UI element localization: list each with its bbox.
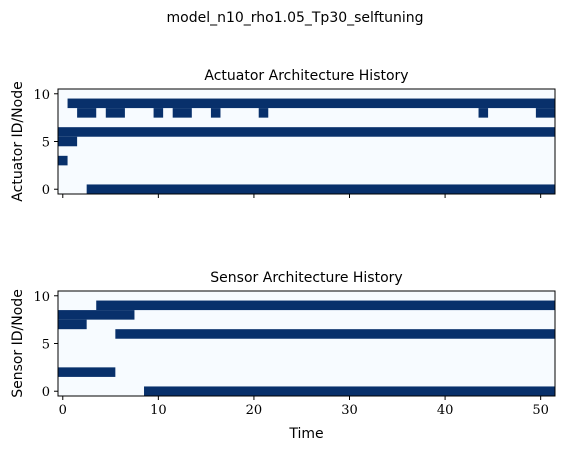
sensor-active-cell <box>96 300 555 311</box>
actuator-active-cell <box>153 108 164 118</box>
actuator-active-cell <box>67 98 556 109</box>
sensor-x-tick-label: 0 <box>59 403 67 418</box>
actuator-active-cell <box>258 108 269 118</box>
sensor-active-cell <box>115 329 555 339</box>
actuator-active-cell <box>58 127 555 137</box>
actuator-active-cell <box>478 108 489 118</box>
sensor-x-tick-label: 20 <box>246 403 263 418</box>
actuator-active-cell <box>105 108 125 118</box>
sensor-y-axis-label: Sensor ID/Node <box>10 289 26 398</box>
sensor-panel: Sensor Architecture History 0 10 20 30 40 50 0 5… <box>10 270 556 418</box>
actuator-active-cell <box>58 155 68 166</box>
sensor-x-tick-label: 30 <box>341 403 358 418</box>
sensor-y-tick-label: 10 <box>33 290 50 305</box>
actuator-active-cell <box>535 108 555 118</box>
sensor-x-tick-label: 10 <box>150 403 167 418</box>
sensor-y-tick-label: 5 <box>42 338 50 353</box>
actuator-y-tick-label: 10 <box>33 88 50 103</box>
sensor-active-cell <box>144 386 555 396</box>
actuator-chart-title: Actuator Architecture History <box>204 68 408 84</box>
actuator-active-cell <box>86 184 555 194</box>
actuator-active-cell <box>210 108 221 118</box>
sensor-active-cell <box>58 310 135 320</box>
actuator-active-cell <box>77 108 97 118</box>
sensor-active-cell <box>58 319 87 330</box>
figure-suptitle: model_n10_rho1.05_Tp30_selftuning <box>166 10 423 26</box>
actuator-active-cell <box>172 108 192 118</box>
actuator-y-tick-label: 0 <box>42 183 50 198</box>
sensor-x-tick-label: 50 <box>532 403 549 418</box>
actuator-active-cell <box>58 136 78 147</box>
actuator-y-axis-label: Actuator ID/Node <box>10 81 26 201</box>
sensor-x-tick-label: 40 <box>437 403 454 418</box>
sensor-chart-title: Sensor Architecture History <box>210 270 402 286</box>
actuator-panel: Actuator Architecture History 0 5 10 Actuato… <box>10 68 556 202</box>
x-axis-label: Time <box>288 426 323 442</box>
actuator-y-tick-label: 5 <box>42 136 50 151</box>
sensor-active-cell <box>58 367 116 377</box>
sensor-y-tick-label: 0 <box>42 385 50 400</box>
